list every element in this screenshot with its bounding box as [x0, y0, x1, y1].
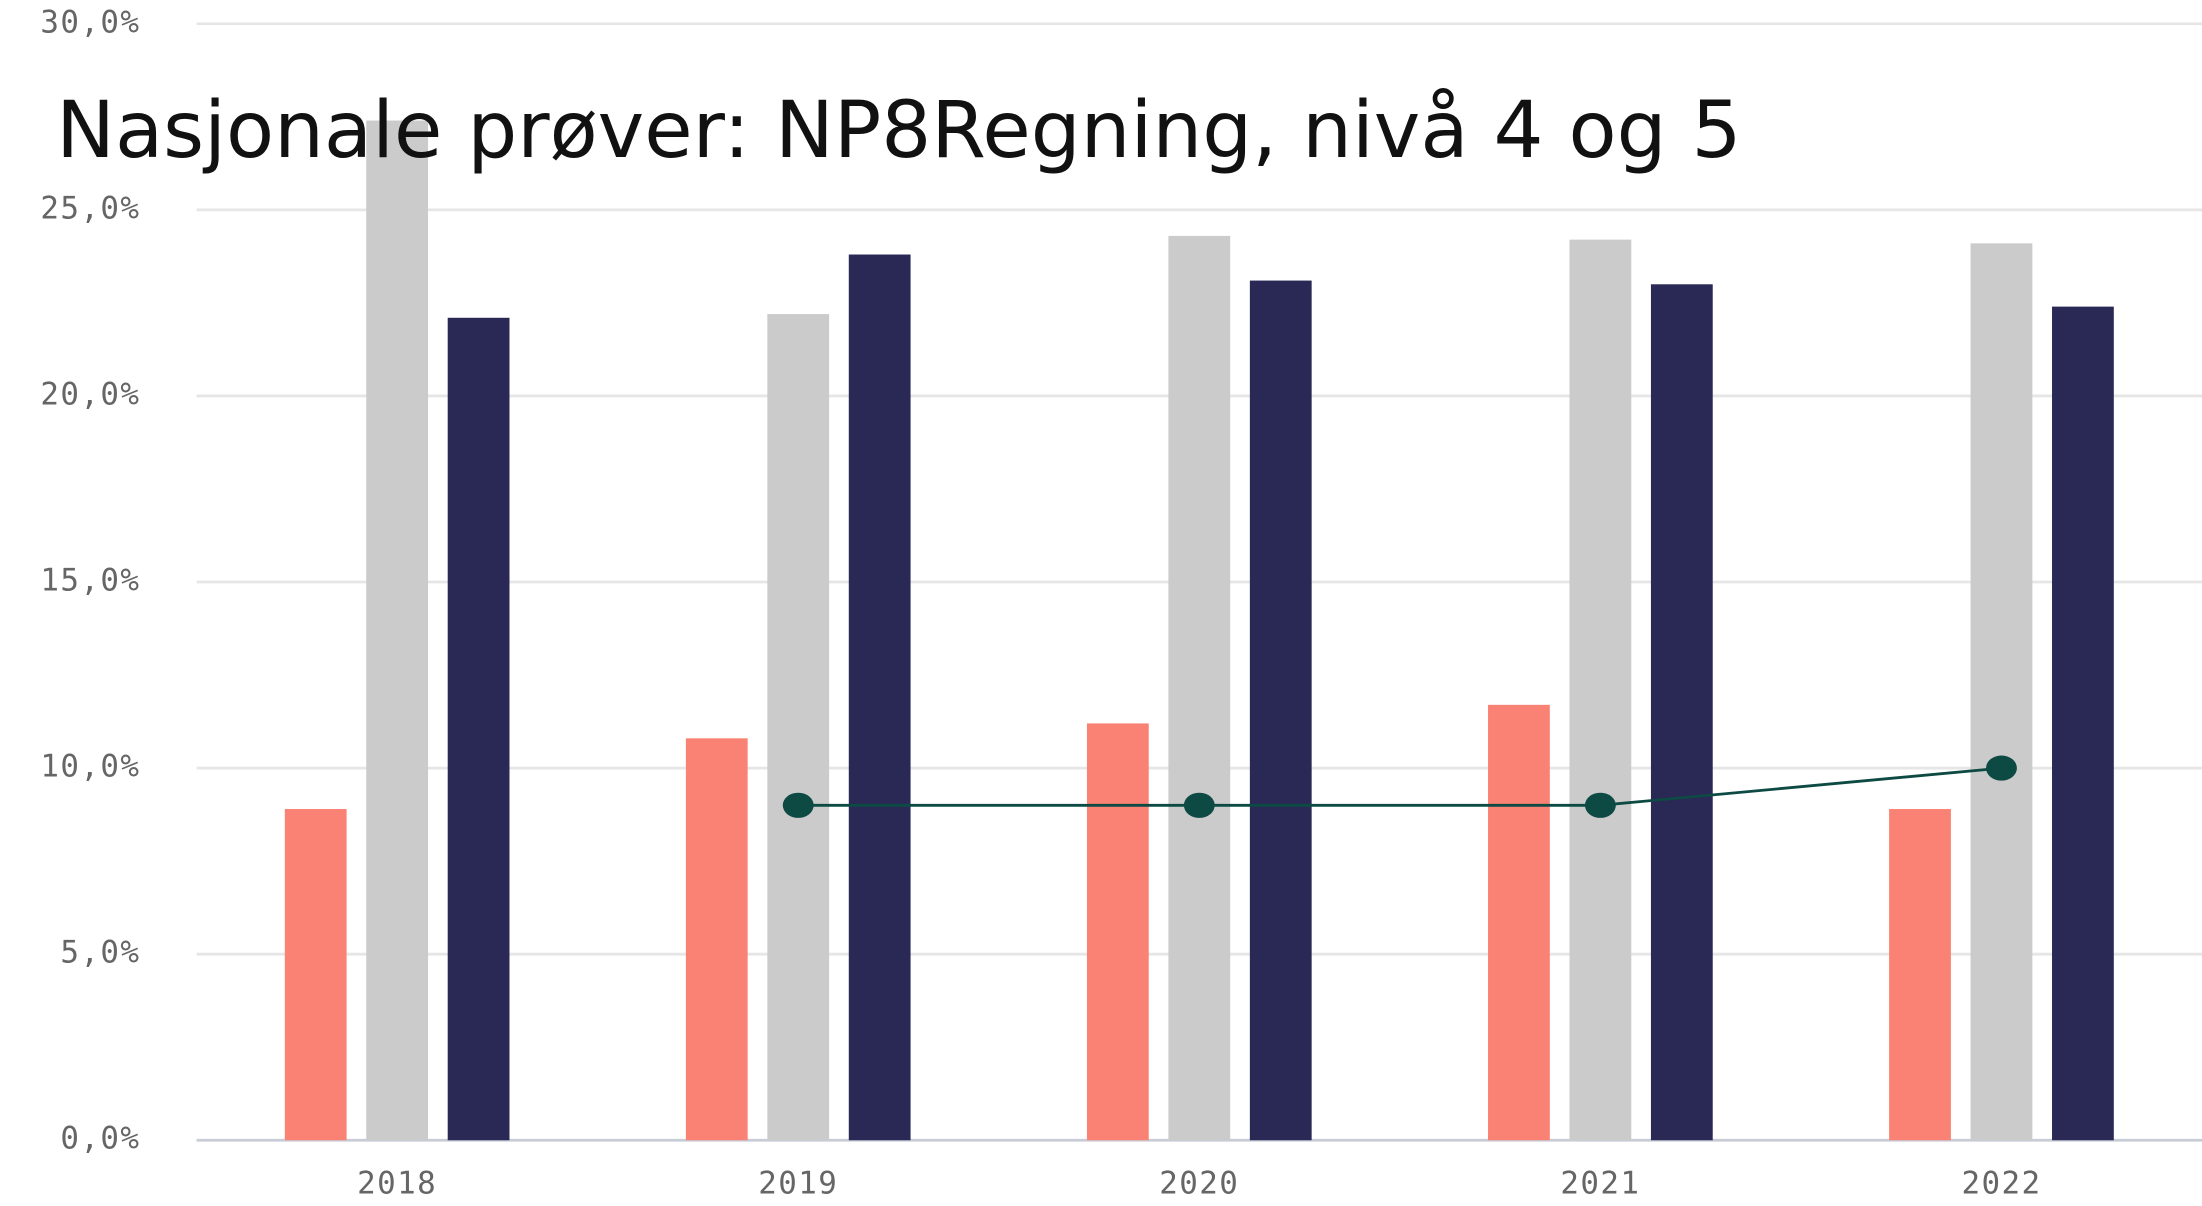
x-tick-label: 2020 [1159, 1166, 1239, 1202]
bar [1650, 284, 1713, 1141]
y-tick-label: 0,0% [60, 1121, 140, 1157]
chart-title: Nasjonale prøver: NP8Regning, nivå 4 og … [56, 84, 1741, 176]
bar [1249, 280, 1312, 1141]
point [782, 792, 814, 818]
line [798, 766, 2002, 807]
bar [447, 317, 510, 1141]
bar [2052, 306, 2114, 1141]
x-tick-label: 2018 [357, 1166, 437, 1202]
point [1584, 792, 1616, 818]
bar [1168, 235, 1231, 1141]
y-tick-label: 15,0% [40, 563, 140, 599]
x-tick-label: 2022 [1961, 1166, 2041, 1202]
x-tick-label: 2019 [758, 1166, 838, 1202]
grid: 0,0% 5,0% 10,0% 15,0% 20,0% 25,0% 30,0% 2018 201… [40, 4, 2202, 1201]
bar [1569, 239, 1632, 1141]
bar [366, 120, 429, 1141]
bar [284, 809, 347, 1141]
bar [685, 738, 748, 1141]
bar [1970, 243, 2033, 1141]
bar [767, 314, 830, 1141]
marks [284, 120, 2114, 1141]
point [1986, 755, 2017, 781]
bar [1488, 704, 1550, 1141]
y-tick-label: 30,0% [40, 4, 140, 40]
y-tick-label: 25,0% [40, 190, 140, 226]
bar [1086, 723, 1149, 1141]
y-tick-label: 10,0% [40, 749, 140, 785]
y-tick-label: 5,0% [60, 935, 140, 971]
bar [1889, 809, 1951, 1141]
x-tick-label: 2021 [1560, 1166, 1640, 1202]
point [1183, 792, 1215, 818]
bar [848, 254, 911, 1141]
y-tick-label: 20,0% [40, 376, 140, 412]
